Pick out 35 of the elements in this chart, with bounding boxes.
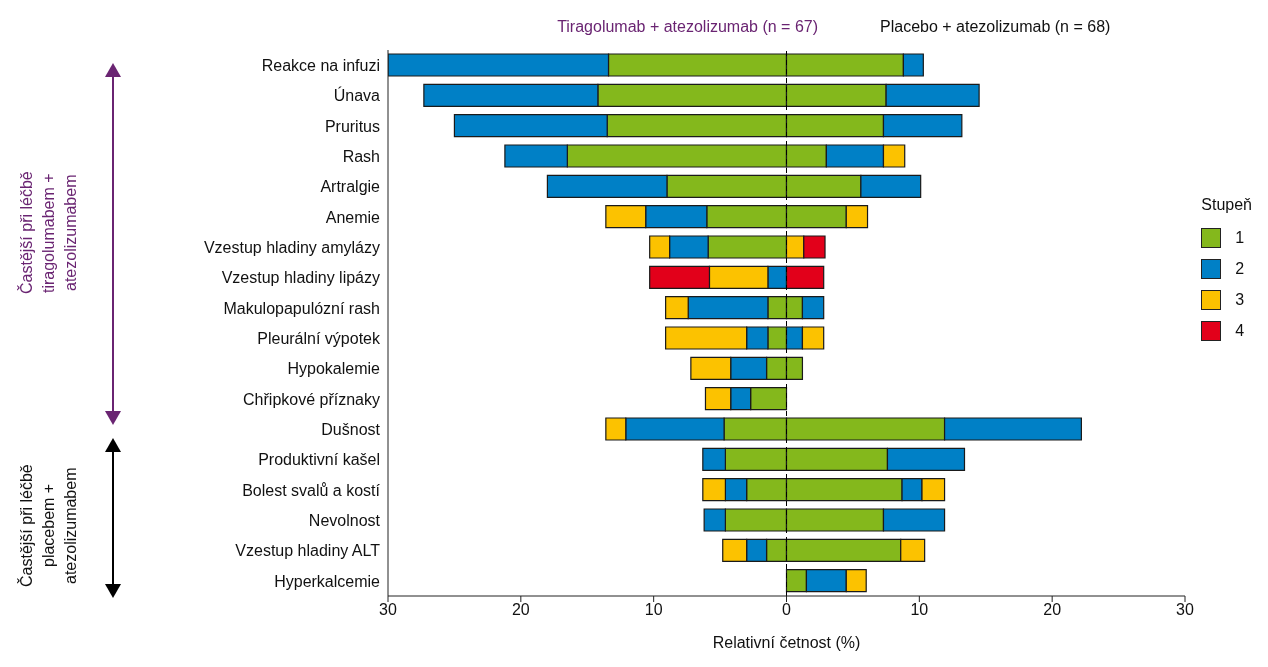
y-tick-label: Hyperkalcemie	[274, 572, 381, 590]
y-tick-label: Anemie	[325, 208, 381, 226]
text: Tiragolumab + atezolizumab (n = 67)	[557, 18, 818, 36]
y-tick-label: Bolest svalů a kostí	[242, 481, 381, 499]
y-tick-label: Vzestup hladiny ALT	[235, 542, 381, 560]
y-tick-label: Dušnost	[321, 420, 381, 438]
x-tick-label: 10	[910, 601, 929, 619]
x-tick-label: 30	[1176, 601, 1194, 619]
y-tick-label: Nevolnost	[308, 511, 381, 529]
y-tick-label: Rash	[342, 147, 380, 165]
legend-label: 4	[1235, 321, 1245, 340]
y-tick-label: Vzestup hladiny amylázy	[203, 238, 380, 256]
x-tick-label: 0	[782, 601, 792, 619]
y-tick-label: Pruritus	[324, 117, 380, 135]
legend-title: Stupeň	[1201, 196, 1252, 214]
y-tick-label: Reakce na infuzi	[261, 56, 380, 74]
y-tick-label: Pleurální výpotek	[257, 329, 381, 347]
legend-label: 3	[1235, 290, 1245, 309]
x-tick-label: 30	[379, 601, 397, 619]
y-tick-label: Produktivní kašel	[258, 451, 380, 469]
x-tick-label: 20	[511, 601, 530, 619]
x-axis-title: Relativní četnost (%)	[712, 634, 861, 651]
legend-label: 1	[1235, 228, 1245, 247]
y-tick-label: Hypokalemie	[287, 360, 381, 378]
y-tick-label: Únava	[333, 86, 381, 105]
y-tick-label: Chřipkové příznaky	[243, 390, 380, 408]
text: Placebo + atezolizumab (n = 68)	[880, 18, 1111, 36]
x-tick-label: 10	[644, 601, 663, 619]
y-tick-label: Vzestup hladiny lipázy	[221, 269, 380, 287]
text: Častější při léčbě placebem + atezolizumabem	[16, 463, 80, 589]
legend-label: 2	[1235, 259, 1245, 278]
text: Častější při léčbě tiragolumabem + atezolizumabem	[16, 170, 80, 297]
y-tick-label: Makulopapulózní rash	[223, 299, 380, 317]
y-tick-label: Artralgie	[320, 178, 381, 196]
x-tick-label: 20	[1043, 601, 1062, 619]
